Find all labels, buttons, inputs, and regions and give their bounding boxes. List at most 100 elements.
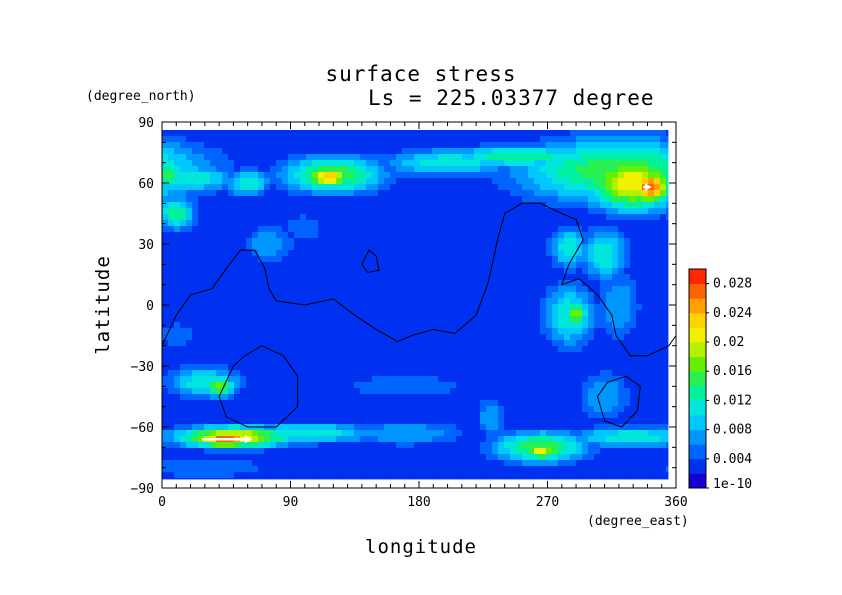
field-cell — [618, 136, 625, 143]
field-cell — [396, 412, 403, 419]
field-cell — [360, 154, 367, 161]
field-cell — [630, 208, 637, 215]
field-cell — [426, 142, 433, 149]
field-cell — [480, 148, 487, 155]
field-cell — [462, 142, 469, 149]
field-cell — [222, 364, 229, 371]
field-cell — [666, 460, 669, 467]
field-cell — [324, 472, 331, 479]
field-cell — [630, 142, 637, 149]
field-cell — [498, 400, 505, 407]
field-cell — [516, 352, 523, 359]
field-cell — [186, 436, 193, 443]
field-cell — [240, 454, 247, 461]
field-cell — [336, 430, 343, 437]
field-cell — [552, 130, 559, 137]
field-cell — [390, 442, 397, 449]
field-cell — [192, 376, 199, 383]
field-cell — [264, 322, 271, 329]
field-cell — [396, 274, 403, 281]
field-cell — [366, 238, 373, 245]
field-cell — [534, 226, 541, 233]
field-cell — [540, 142, 547, 149]
field-cell — [570, 472, 577, 479]
field-cell — [468, 178, 475, 185]
field-cell — [456, 400, 463, 407]
field-cell — [336, 232, 343, 239]
field-cell — [606, 466, 613, 473]
field-cell — [204, 130, 211, 137]
field-cell — [510, 388, 517, 395]
field-cell — [666, 142, 669, 149]
field-cell — [252, 244, 259, 251]
field-cell — [342, 454, 349, 461]
field-cell — [264, 436, 271, 443]
field-cell — [312, 340, 319, 347]
field-cell — [162, 304, 169, 311]
field-cell — [162, 160, 169, 167]
field-cell — [246, 184, 253, 191]
field-cell — [636, 304, 643, 311]
field-cell — [516, 262, 523, 269]
field-cell — [546, 214, 553, 221]
field-cell — [378, 304, 385, 311]
field-cell — [456, 316, 463, 323]
field-cell — [360, 136, 367, 143]
field-cell — [444, 460, 451, 467]
field-cell — [468, 196, 475, 203]
field-cell — [450, 136, 457, 143]
field-cell — [318, 430, 325, 437]
field-cell — [264, 196, 271, 203]
field-cell — [360, 310, 367, 317]
field-cell — [648, 370, 655, 377]
field-cell — [348, 412, 355, 419]
field-cell — [390, 448, 397, 455]
field-cell — [450, 400, 457, 407]
field-cell — [324, 376, 331, 383]
field-cell — [258, 448, 265, 455]
field-cell — [612, 376, 619, 383]
field-cell — [204, 238, 211, 245]
field-cell — [234, 358, 241, 365]
field-cell — [282, 364, 289, 371]
field-cell — [180, 436, 187, 443]
field-cell — [186, 190, 193, 197]
field-cell — [528, 442, 535, 449]
field-cell — [384, 382, 391, 389]
field-cell — [186, 424, 193, 431]
field-cell — [408, 136, 415, 143]
field-cell — [282, 238, 289, 245]
field-cell — [264, 160, 271, 167]
field-cell — [498, 160, 505, 167]
field-cell — [546, 136, 553, 143]
field-cell — [354, 208, 361, 215]
field-cell — [180, 232, 187, 239]
field-cell — [630, 454, 637, 461]
field-cell — [564, 352, 571, 359]
field-cell — [432, 442, 439, 449]
field-cell — [210, 298, 217, 305]
field-cell — [588, 208, 595, 215]
field-cell — [624, 322, 631, 329]
field-cell — [654, 460, 661, 467]
field-cell — [636, 298, 643, 305]
field-cell — [186, 352, 193, 359]
field-cell — [384, 166, 391, 173]
field-cell — [666, 154, 669, 161]
field-cell — [186, 184, 193, 191]
field-cell — [594, 280, 601, 287]
field-cell — [258, 316, 265, 323]
field-cell — [372, 274, 379, 281]
field-cell — [174, 352, 181, 359]
field-cell — [378, 388, 385, 395]
field-cell — [654, 376, 661, 383]
field-cell — [180, 346, 187, 353]
field-cell — [318, 460, 325, 467]
field-cell — [390, 412, 397, 419]
field-cell — [336, 400, 343, 407]
field-cell — [348, 154, 355, 161]
field-cell — [540, 352, 547, 359]
field-cell — [510, 220, 517, 227]
field-cell — [426, 388, 433, 395]
field-cell — [576, 262, 583, 269]
